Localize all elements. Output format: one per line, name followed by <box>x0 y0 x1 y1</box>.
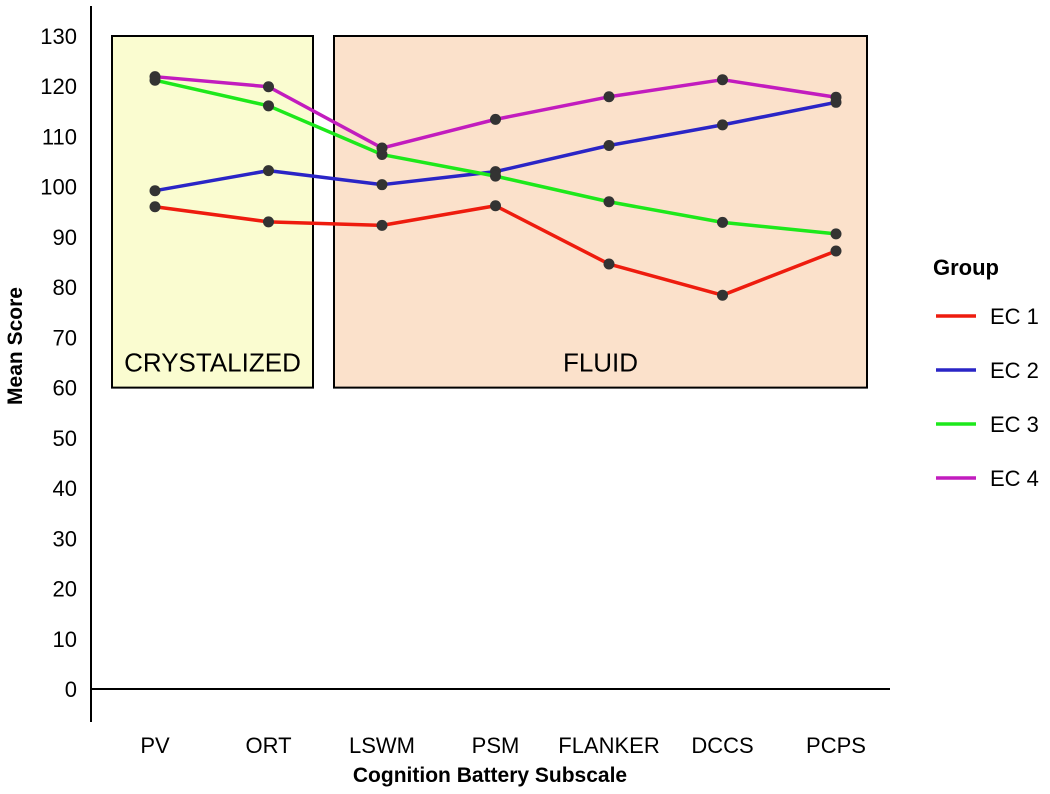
data-point-ec-3-psm <box>490 170 501 182</box>
legend-label-ec-4: EC 4 <box>990 466 1039 491</box>
x-tick-label-lswm: LSWM <box>349 733 415 758</box>
x-tick-label-psm: PSM <box>472 733 520 758</box>
x-tick-label-pcps: PCPS <box>806 733 866 758</box>
data-point-ec-4-pv <box>149 71 161 83</box>
legend-label-ec-3: EC 3 <box>990 412 1039 437</box>
data-point-ec-1-lswm <box>376 219 388 231</box>
y-tick-label: 30 <box>53 526 77 551</box>
data-point-ec-4-pcps <box>830 91 842 103</box>
data-point-ec-3-dccs <box>717 216 728 228</box>
y-tick-labels: 0 10 20 30 40 50 60 70 80 90 100 110 120 130 <box>40 24 77 702</box>
data-point-ec-2-dccs <box>717 119 728 131</box>
y-tick-label: 100 <box>40 175 77 200</box>
x-tick-label-flanker: FLANKER <box>558 733 659 758</box>
series-points <box>149 71 842 301</box>
y-tick-label: 40 <box>53 476 77 501</box>
y-axis-title: Mean Score <box>4 287 27 405</box>
x-tick-label-pv: PV <box>140 733 170 758</box>
data-point-ec-1-pv <box>149 201 161 213</box>
x-axis-title: Cognition Battery Subscale <box>353 764 627 787</box>
y-tick-label: 60 <box>53 376 77 401</box>
data-point-ec-2-pv <box>149 185 161 197</box>
data-point-ec-3-pcps <box>830 228 842 240</box>
legend-label-ec-1: EC 1 <box>990 304 1039 329</box>
y-tick-label: 70 <box>53 325 77 350</box>
data-point-ec-2-ort <box>263 165 274 177</box>
y-tick-label: 120 <box>40 74 77 99</box>
data-point-ec-4-lswm <box>376 142 388 154</box>
data-point-ec-4-psm <box>490 113 501 125</box>
data-point-ec-1-ort <box>263 216 274 228</box>
legend: Group EC 1 EC 2 EC 3 EC 4 <box>933 255 1039 491</box>
legend-title: Group <box>933 255 999 280</box>
data-point-ec-1-dccs <box>717 289 728 301</box>
data-point-ec-2-lswm <box>376 179 388 191</box>
y-tick-label: 130 <box>40 24 77 49</box>
x-tick-labels: PV ORT LSWM PSM FLANKER DCCS PCPS <box>140 733 866 758</box>
y-tick-label: 50 <box>53 426 77 451</box>
y-tick-label: 0 <box>65 677 77 702</box>
y-tick-label: 90 <box>53 225 77 250</box>
region-boxes: CRYSTALIZED FLUID <box>111 35 868 389</box>
y-tick-label: 80 <box>53 275 77 300</box>
x-tick-label-dccs: DCCS <box>691 733 753 758</box>
y-tick-label: 110 <box>42 124 77 149</box>
data-point-ec-4-flanker <box>603 91 615 103</box>
legend-label-ec-2: EC 2 <box>990 358 1039 383</box>
data-point-ec-4-dccs <box>717 74 728 86</box>
y-tick-label: 10 <box>53 627 77 652</box>
data-point-ec-1-psm <box>490 200 501 212</box>
region-box-crystalized <box>111 35 314 389</box>
region-label-fluid: FLUID <box>563 348 638 378</box>
region-box-fluid <box>333 35 868 389</box>
data-point-ec-3-flanker <box>603 196 615 208</box>
y-tick-label: 20 <box>53 577 77 602</box>
data-point-ec-4-ort <box>263 81 274 93</box>
data-point-ec-1-flanker <box>603 258 615 270</box>
data-point-ec-2-flanker <box>603 140 615 152</box>
region-label-crystalized: CRYSTALIZED <box>124 348 301 378</box>
axes <box>90 6 890 722</box>
data-point-ec-3-ort <box>263 100 274 112</box>
data-point-ec-1-pcps <box>830 245 842 257</box>
x-tick-label-ort: ORT <box>245 733 291 758</box>
